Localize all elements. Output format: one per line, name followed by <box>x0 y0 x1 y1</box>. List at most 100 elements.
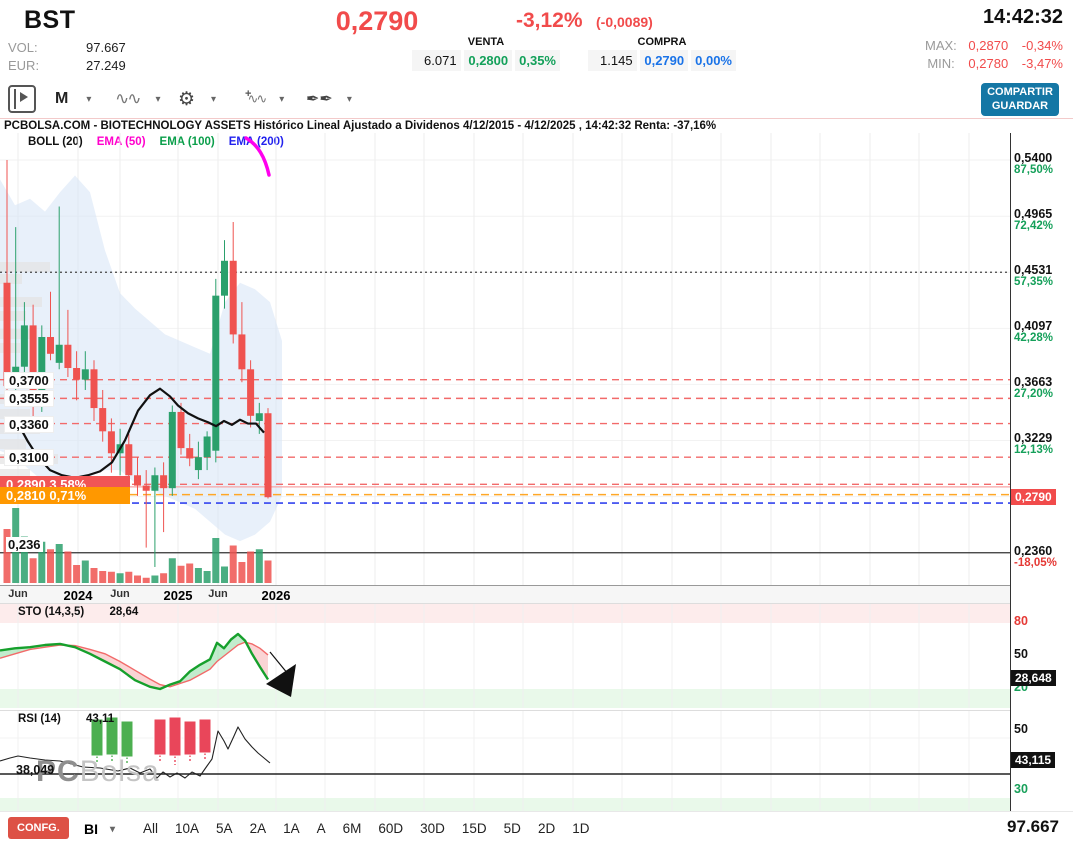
bid-quantity: 1.145 <box>588 50 637 71</box>
share-save-button[interactable]: COMPARTIR GUARDAR <box>981 83 1059 116</box>
bid-title: COMPRA <box>637 36 687 48</box>
chevron-down-icon: ▾ <box>110 823 116 835</box>
price-axis-label: 0,3229 12,13% <box>1014 431 1054 457</box>
bid-price: 0,2790 <box>639 50 689 71</box>
period-button-30d[interactable]: 30D <box>420 821 445 836</box>
period-button-60d[interactable]: 60D <box>378 821 404 836</box>
chevron-down-icon: ▾ <box>86 93 92 105</box>
ask-percent: 0,35% <box>515 50 560 71</box>
sto-name: STO (14,3,5) <box>18 606 85 618</box>
price-axis[interactable]: 0,5400 87,50% 0,4965 72,42% 0,4531 57,35% 0,40… <box>1010 133 1073 811</box>
vol-label: VOL: <box>8 40 38 55</box>
config-button[interactable]: CONFG. <box>8 817 69 839</box>
sto-axis-label: 50 <box>1014 647 1028 661</box>
vol-value: 97.667 <box>86 40 126 55</box>
legend-item: EMA (50) <box>96 136 146 148</box>
chart-type-dropdown[interactable]: ∿∿ ▾ <box>115 86 161 112</box>
rsi-panel[interactable]: RSI (14) 43,11 PCBolsa 38,049 <box>0 710 1010 812</box>
candlestick-chart <box>0 133 1010 585</box>
save-label: GUARDAR <box>991 99 1049 112</box>
watermark-pc: PC <box>36 755 80 788</box>
legend-item: EMA (100) <box>159 136 215 148</box>
chevron-down-icon: ▾ <box>155 93 161 105</box>
chevron-down-icon: ▾ <box>211 93 217 105</box>
price-axis-label: 0,3663 27,20% <box>1014 375 1054 401</box>
change-absolute: (-0,0089) <box>596 14 653 30</box>
sto-axis-label: 80 <box>1014 614 1028 628</box>
main-chart-canvas[interactable]: 0,3700 0,3555 0,3360 0,3100 0,2890 3,58% 0,28… <box>0 133 1010 585</box>
price-axis-label: 0,4097 42,28% <box>1014 319 1054 345</box>
period-button-1a[interactable]: 1A <box>283 821 300 836</box>
time-axis[interactable]: Jun 2024 Jun 2025 Jun 2026 <box>0 585 1010 604</box>
ask-panel: VENTA 6.071 0,2800 0,35% <box>412 36 560 71</box>
min-label: MIN: <box>927 56 955 71</box>
price-axis-label: 0,4965 72,42% <box>1014 207 1054 233</box>
chevron-down-icon: ▾ <box>346 93 352 105</box>
period-button-10a[interactable]: 10A <box>175 821 200 836</box>
bottom-volume: 97.667 <box>1007 817 1059 836</box>
add-indicator-dropdown[interactable]: +∿∿ ▾ <box>243 86 284 112</box>
max-label: MAX: <box>924 38 957 53</box>
draw-tools-dropdown[interactable]: ✒✒ ▾ <box>306 86 352 112</box>
symbol-name: BST <box>24 6 76 34</box>
rsi-axis-label: 30 <box>1014 782 1028 796</box>
min-percent: -3,47% <box>1021 56 1063 71</box>
bid-percent: 0,00% <box>691 50 736 71</box>
ask-title: VENTA <box>467 36 505 48</box>
max-row: MAX: 0,2870 -0,34% <box>925 38 1063 53</box>
watermark: PCBolsa <box>36 755 160 789</box>
stochastic-panel[interactable]: STO (14,3,5) 28,64 <box>0 603 1010 708</box>
period-selector: All 10A 5A 2A 1A A 6M 60D 30D 15D 5D 2D 1D <box>142 819 590 838</box>
eur-value: 27.249 <box>86 58 126 73</box>
pencil-icon: ✒✒ <box>306 91 333 108</box>
period-button-2a[interactable]: 2A <box>249 821 267 836</box>
period-button-15d[interactable]: 15D <box>461 821 487 836</box>
last-price: 0,2790 <box>335 6 419 36</box>
volume-row: VOL: 97.667 <box>8 40 126 55</box>
stochastic-chart <box>0 604 1010 708</box>
bi-label: BI <box>84 821 98 837</box>
panel-toggle-button[interactable] <box>8 85 36 113</box>
period-button-6m[interactable]: 6M <box>342 821 362 836</box>
period-button-2d[interactable]: 2D <box>537 821 556 836</box>
rsi-value-badge: 43,115 <box>1011 752 1056 768</box>
period-button-5d[interactable]: 5D <box>503 821 521 836</box>
price-axis-label: 0,5400 87,50% <box>1014 151 1054 176</box>
line-chart-icon: ∿∿ <box>115 89 141 108</box>
interval-label: M <box>55 90 69 107</box>
rsi-header: RSI (14) 43,11 <box>18 713 114 725</box>
header: BST VOL: 97.667 EUR: 27.249 0,2790 -3,12… <box>0 0 1073 81</box>
period-button-a[interactable]: A <box>316 821 326 836</box>
current-price-badge: 0,2790 <box>1011 489 1056 506</box>
chevron-down-icon: ▾ <box>279 93 285 105</box>
period-button-all[interactable]: All <box>143 821 159 836</box>
rsi-name: RSI (14) <box>18 713 61 725</box>
max-price: 0,2870 <box>968 38 1009 53</box>
period-button-5a[interactable]: 5A <box>216 821 233 836</box>
sto-value-badge: 28,648 <box>1011 670 1056 687</box>
interval-bi-dropdown[interactable]: BI ▾ <box>78 820 121 838</box>
legend-item: BOLL (20) <box>28 136 83 148</box>
add-indicator-icon: +∿∿ <box>245 88 267 106</box>
period-button-1d[interactable]: 1D <box>572 821 590 836</box>
time-axis-label: 2025 <box>163 588 193 603</box>
time-axis-label: 2026 <box>261 588 291 603</box>
price-level-label: 0,3555 <box>4 390 54 408</box>
time-axis-label: Jun <box>110 588 130 600</box>
time-axis-label: Jun <box>208 588 228 600</box>
clock: 14:42:32 <box>982 6 1063 28</box>
price-level-label: 0,3100 <box>4 449 54 467</box>
settings-dropdown[interactable]: ⚙ ▾ <box>178 86 216 112</box>
gear-icon: ⚙ <box>178 88 196 110</box>
min-row: MIN: 0,2780 -3,47% <box>927 56 1063 71</box>
rsi-axis-label: 50 <box>1014 722 1028 736</box>
max-percent: -0,34% <box>1021 38 1063 53</box>
time-axis-label: Jun <box>8 588 28 600</box>
sto-value: 28,64 <box>109 606 139 618</box>
price-level-label: 0,236 <box>6 536 43 552</box>
panel-toggle-icon <box>8 85 36 113</box>
interval-dropdown[interactable]: M ▾ <box>55 86 91 112</box>
price-level-label: 0,3360 <box>4 415 54 433</box>
rsi-level-label: 38,049 <box>16 763 55 777</box>
